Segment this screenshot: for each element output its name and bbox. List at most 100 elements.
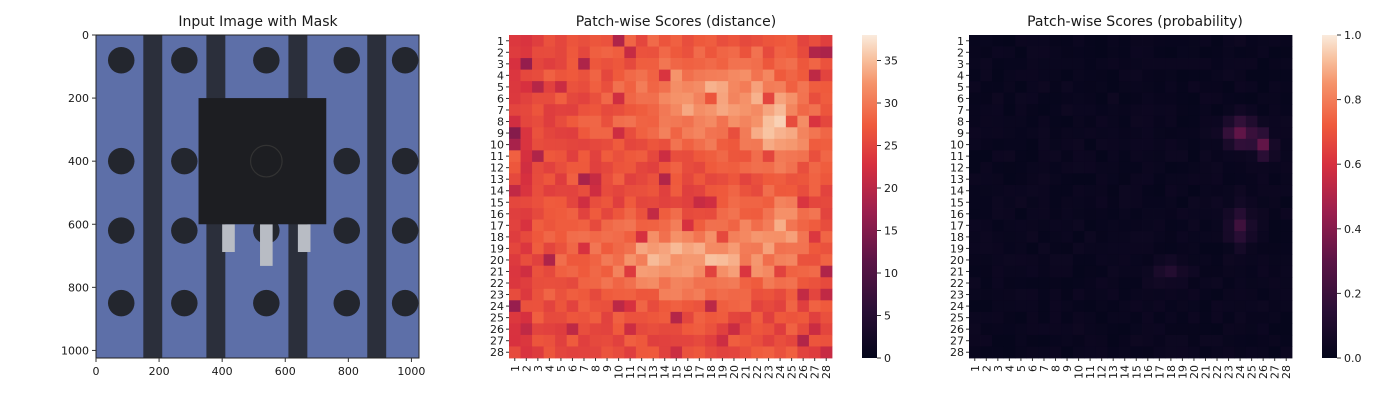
heatmap-cell: [1072, 242, 1085, 255]
heatmap-cell: [1280, 138, 1293, 151]
heatmap-cell: [670, 173, 683, 186]
heatmap-cell: [969, 242, 981, 255]
heatmap-cell: [1211, 92, 1224, 105]
panel1-ytick-label: 600: [68, 218, 89, 231]
heatmap-cell: [693, 35, 706, 47]
heatmap-cell: [1199, 323, 1212, 336]
heatmap-cell: [543, 184, 556, 197]
heatmap-cell: [1199, 288, 1212, 301]
heatmap-cell: [520, 254, 533, 267]
heatmap-cell: [566, 242, 579, 255]
heatmap-cell: [1280, 346, 1293, 359]
heatmap-cell: [785, 242, 798, 255]
heatmap-cell: [785, 219, 798, 232]
heatmap-cell: [808, 161, 821, 174]
col-label: 7: [578, 365, 591, 372]
heatmap-cell: [1234, 346, 1247, 359]
heatmap-cell: [705, 69, 718, 82]
heatmap-cell: [1015, 300, 1028, 313]
heatmap-cell: [578, 311, 591, 324]
col-label: 3: [992, 365, 1005, 372]
heatmap-cell: [682, 46, 694, 59]
heatmap-cell: [1118, 231, 1131, 244]
heatmap-cell: [578, 81, 591, 94]
panel1-xtick-label: 200: [149, 365, 170, 378]
heatmap-cell: [969, 92, 981, 105]
heatmap-cell: [980, 127, 993, 140]
heatmap-cell: [705, 196, 718, 209]
heatmap-cell: [797, 173, 810, 186]
heatmap-cell: [566, 277, 579, 290]
heatmap-cell: [1188, 69, 1201, 82]
heatmap-cell: [1084, 81, 1097, 94]
heatmap-cell: [1084, 265, 1097, 278]
heatmap-cell: [1072, 127, 1085, 140]
heatmap-cell: [1084, 104, 1097, 117]
heatmap-cell: [739, 219, 752, 232]
heatmap-cell: [1095, 58, 1108, 71]
heatmap-cell: [1176, 46, 1189, 59]
heatmap-cell: [1015, 184, 1028, 197]
heatmap-cell: [774, 46, 787, 59]
heatmap-cell: [785, 300, 798, 313]
heatmap-cell: [1003, 161, 1016, 174]
row-label: 8: [957, 116, 964, 129]
heatmap-cell: [1072, 58, 1085, 71]
photo-lead-2: [260, 224, 273, 266]
heatmap-cell: [751, 81, 764, 94]
heatmap-cell: [992, 127, 1005, 140]
heatmap-cell: [1107, 161, 1120, 174]
photo-hole: [107, 217, 135, 244]
heatmap-cell: [1245, 115, 1258, 128]
heatmap-cell: [1003, 231, 1016, 244]
heatmap-cell: [1153, 219, 1166, 232]
heatmap-cell: [635, 323, 648, 336]
heatmap-cell: [1003, 346, 1016, 359]
heatmap-cell: [1049, 208, 1062, 220]
panel3-title: Patch-wise Scores (probability): [1027, 14, 1243, 30]
heatmap-cell: [612, 150, 625, 163]
heatmap-cell: [658, 311, 671, 324]
heatmap-cell: [705, 323, 718, 336]
heatmap-cell: [1038, 311, 1051, 324]
heatmap-cell: [1015, 127, 1028, 140]
col-label: 13: [1107, 365, 1120, 379]
col-label: 21: [739, 365, 752, 379]
heatmap-cell: [1072, 196, 1085, 209]
heatmap-cell: [774, 35, 787, 47]
heatmap-cell: [1268, 92, 1281, 105]
heatmap-cell: [820, 196, 833, 209]
row-label: 1: [957, 35, 964, 48]
heatmap-cell: [1280, 150, 1293, 163]
heatmap-cell: [1015, 288, 1028, 301]
heatmap-cell: [601, 173, 614, 186]
heatmap-cell: [774, 115, 787, 128]
heatmap-cell: [612, 288, 625, 301]
heatmap-cell: [532, 150, 545, 163]
heatmap-cell: [624, 35, 637, 47]
heatmap-cell: [1095, 173, 1108, 186]
heatmap-cell: [820, 323, 833, 336]
heatmap-cell: [612, 242, 625, 255]
heatmap-cell: [1095, 150, 1108, 163]
row-label: 3: [497, 58, 504, 71]
heatmap-cell: [555, 208, 568, 220]
heatmap-cell: [658, 127, 671, 140]
heatmap-cell: [1118, 254, 1131, 267]
heatmap-cell: [728, 127, 741, 140]
heatmap-cell: [509, 346, 521, 359]
heatmap-cell: [1211, 300, 1224, 313]
heatmap-cell: [1142, 173, 1154, 186]
heatmap-cell: [693, 46, 706, 59]
heatmap-cell: [1142, 265, 1154, 278]
heatmap-cell: [716, 127, 729, 140]
heatmap-cell: [728, 346, 741, 359]
heatmap-cell: [980, 219, 993, 232]
heatmap-cell: [1268, 46, 1281, 59]
heatmap-cell: [624, 334, 637, 347]
heatmap-cell: [1222, 323, 1235, 336]
heatmap-cell: [1095, 346, 1108, 359]
heatmap-cell: [1234, 242, 1247, 255]
heatmap-cell: [647, 311, 660, 324]
heatmap-cell: [1130, 208, 1143, 220]
